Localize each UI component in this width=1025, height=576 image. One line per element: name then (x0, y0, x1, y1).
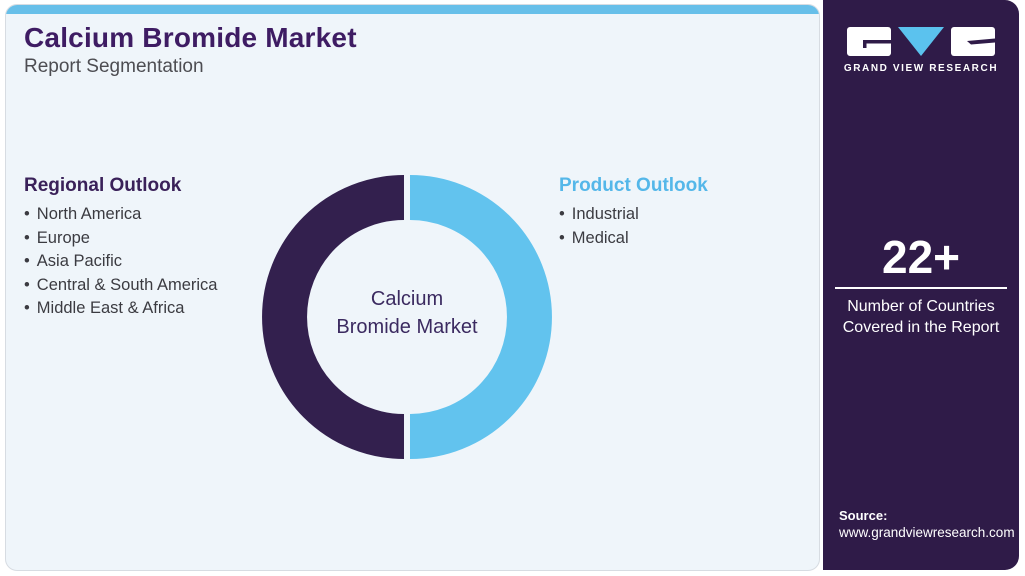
list-item: Central & South America (24, 274, 284, 298)
donut-left-half-regional (262, 175, 405, 459)
donut-rings (262, 175, 552, 459)
logo-r-block (951, 27, 995, 56)
page-title: Calcium Bromide Market (24, 22, 357, 53)
list-item: Asia Pacific (24, 250, 284, 274)
list-item: Industrial (559, 203, 819, 227)
list-item: Medical (559, 227, 819, 251)
product-outlook-list: Industrial Medical (559, 203, 819, 250)
list-item: Middle East & Africa (24, 297, 284, 321)
regional-outlook-heading: Regional Outlook (24, 175, 182, 196)
stat-divider (835, 287, 1007, 289)
stat-value: 22+ (881, 231, 961, 283)
title-block: Calcium Bromide Market Report Segmentati… (24, 22, 357, 78)
gvr-logo-wordmark: GRAND VIEW RESEARCH (843, 63, 999, 74)
source-label: Source: (839, 508, 888, 523)
regional-outlook-section: Regional Outlook North America Europe As… (24, 175, 284, 321)
list-item: Europe (24, 227, 284, 251)
logo-g-block (847, 27, 891, 56)
regional-outlook-list: North America Europe Asia Pacific Centra… (24, 203, 284, 321)
countries-stat: 22+ Number of Countries Covered in the R… (823, 233, 1019, 338)
list-item: North America (24, 203, 284, 227)
card-top-accent-bar (6, 5, 819, 14)
stat-caption: Number of Countries Covered in the Repor… (842, 298, 1000, 336)
segmentation-donut-chart: Calcium Bromide Market (261, 171, 553, 463)
source-url[interactable]: www.grandviewresearch.com (839, 525, 1015, 540)
page-subtitle: Report Segmentation (24, 56, 204, 77)
source-block: Source: www.grandviewresearch.com (839, 508, 1015, 540)
donut-center-label-line1: Calcium (370, 288, 444, 310)
donut-center-label-line2: Bromide Market (336, 316, 478, 338)
brand-sidebar: GRAND VIEW RESEARCH 22+ Number of Countr… (823, 0, 1019, 570)
donut-center-label: Calcium Bromide Market (307, 167, 507, 459)
product-outlook-section: Product Outlook Industrial Medical (559, 175, 819, 250)
product-outlook-heading: Product Outlook (559, 175, 708, 196)
gvr-logo: GRAND VIEW RESEARCH (823, 26, 1019, 74)
logo-v-triangle (898, 27, 944, 56)
report-card: Calcium Bromide Market Report Segmentati… (5, 4, 820, 571)
donut-right-half-product (409, 175, 552, 459)
gvr-logo-marks (847, 27, 995, 56)
